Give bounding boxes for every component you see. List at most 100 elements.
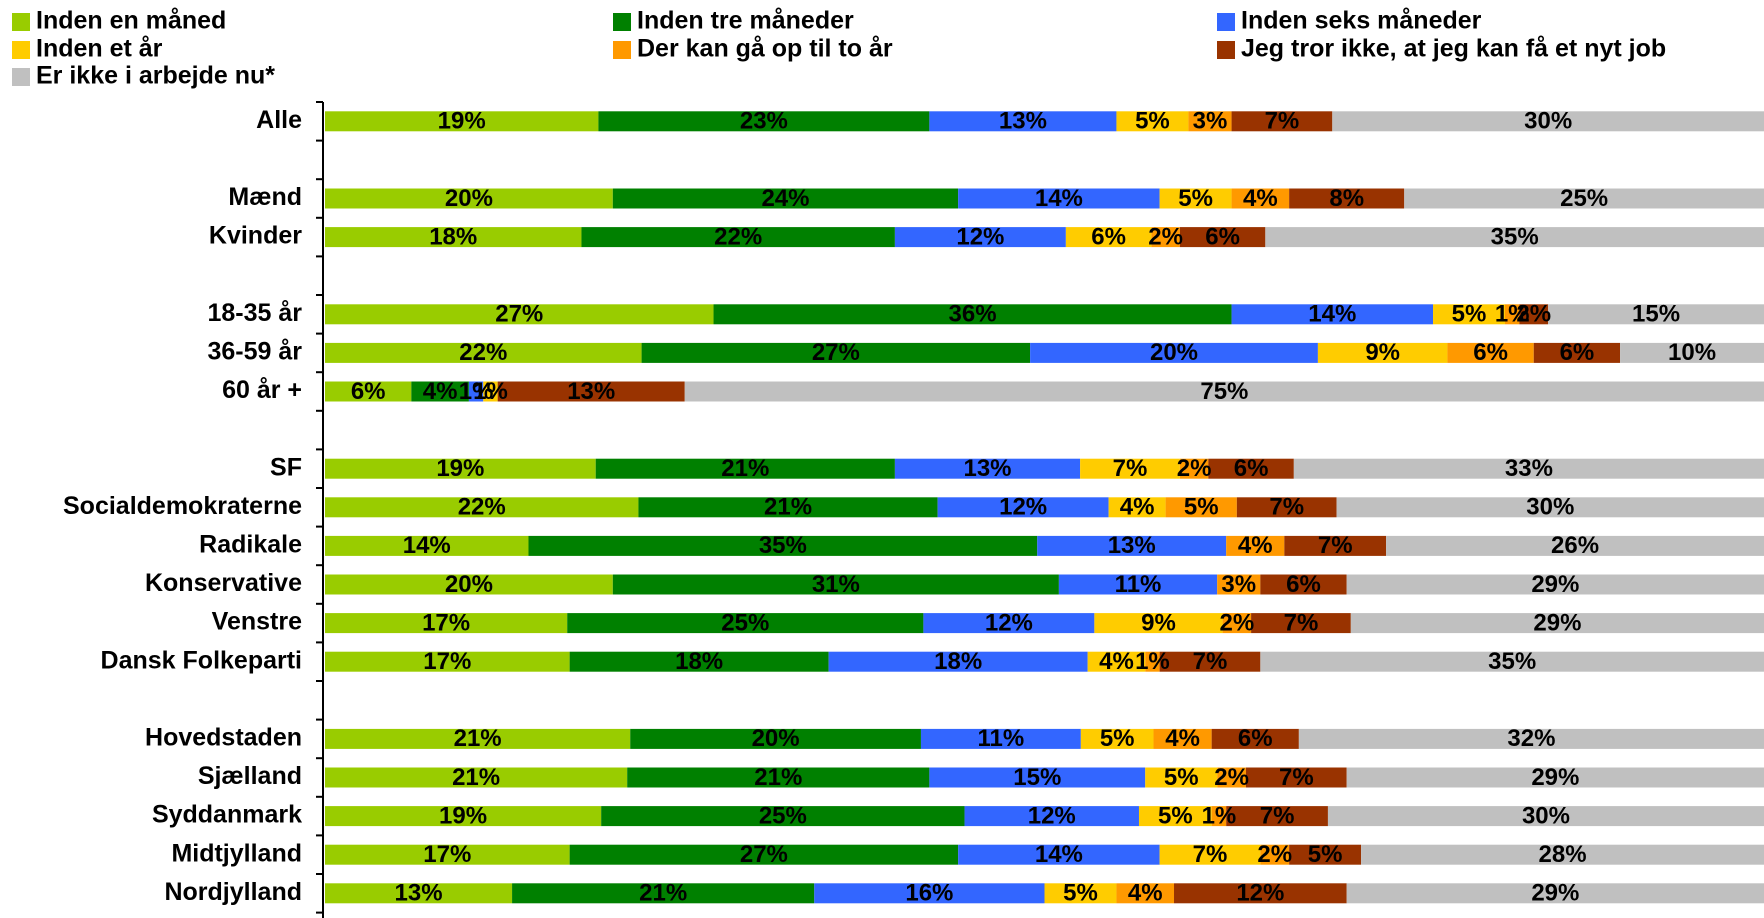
bar-60-a-r-er-ikke-i-arbejde-nu xyxy=(684,381,1764,402)
bar-sj-lland-inden-en-ma-ned xyxy=(325,767,628,788)
data-label: 5% xyxy=(1178,185,1213,212)
category-label-socialdemokraterne: Socialdemokraterne xyxy=(63,492,302,520)
bar-kvinder-der-kan-ga-op-til-to-a-r xyxy=(1151,227,1180,248)
bar-nordjylland-er-ikke-i-arbejde-nu xyxy=(1346,883,1764,904)
bar-hovedstaden-inden-seks-ma-neder xyxy=(920,728,1081,749)
data-label: 14% xyxy=(403,532,451,559)
bar-syddanmark-er-ikke-i-arbejde-nu xyxy=(1327,806,1764,827)
bar-venstre-jeg-tror-ikke-at-jeg-kan-fa-et-nyt-job xyxy=(1251,613,1351,634)
legend-swatch-der-kan-ga-op-til-to-a-r xyxy=(613,41,631,59)
data-label: 21% xyxy=(639,880,687,907)
data-label: 17% xyxy=(423,841,471,868)
bar-socialdemokraterne-inden-tre-ma-neder xyxy=(638,497,938,518)
legend-label-er-ikke-i-arbejde-nu: Er ikke i arbejde nu* xyxy=(36,62,275,90)
data-label: 7% xyxy=(1284,609,1319,636)
category-label-alle: Alle xyxy=(256,106,302,134)
bar-kvinder-inden-en-ma-ned xyxy=(325,227,582,248)
bar-dansk-folkeparti-inden-tre-ma-neder xyxy=(569,651,829,672)
bar-syddanmark-der-kan-ga-op-til-to-a-r xyxy=(1211,806,1227,827)
bar-konservative-inden-en-ma-ned xyxy=(325,574,613,595)
bar-36-59-a-r-inden-et-a-r xyxy=(1317,342,1448,363)
bar-venstre-inden-et-a-r xyxy=(1094,613,1223,634)
data-label: 29% xyxy=(1531,571,1579,598)
data-label: 5% xyxy=(1184,494,1219,521)
bar-60-a-r-inden-et-a-r xyxy=(483,381,498,402)
data-label: 2% xyxy=(1177,455,1212,482)
data-label: 11% xyxy=(978,725,1025,752)
bar-syddanmark-inden-en-ma-ned xyxy=(325,806,602,827)
bar-socialdemokraterne-inden-en-ma-ned xyxy=(325,497,639,518)
bar-radikale-inden-seks-ma-neder xyxy=(1037,535,1227,556)
bar-hovedstaden-inden-en-ma-ned xyxy=(325,728,631,749)
data-label: 14% xyxy=(1308,301,1356,328)
bar-sf-inden-en-ma-ned xyxy=(325,458,596,479)
data-label: 2% xyxy=(1257,841,1292,868)
bar-kvinder-jeg-tror-ikke-at-jeg-kan-fa-et-nyt-job xyxy=(1179,227,1266,248)
data-label: 1% xyxy=(1135,648,1170,675)
data-label: 31% xyxy=(812,571,860,598)
bar-socialdemokraterne-er-ikke-i-arbejde-nu xyxy=(1336,497,1764,518)
bar-radikale-er-ikke-i-arbejde-nu xyxy=(1386,535,1764,556)
category-label-sj-lland: Sjælland xyxy=(198,762,302,790)
bar-36-59-a-r-inden-tre-ma-neder xyxy=(641,342,1031,363)
bar-sf-er-ikke-i-arbejde-nu xyxy=(1293,458,1764,479)
data-label: 9% xyxy=(1141,609,1176,636)
data-label: 7% xyxy=(1193,648,1228,675)
bar-alle-inden-seks-ma-neder xyxy=(929,111,1117,132)
bar-nordjylland-inden-en-ma-ned xyxy=(325,883,513,904)
legend-label-inden-et-a-r: Inden et år xyxy=(36,35,163,63)
bar-kvinder-inden-tre-ma-neder xyxy=(581,227,895,248)
bar-alle-inden-en-ma-ned xyxy=(325,111,599,132)
data-label: 12% xyxy=(1028,802,1076,829)
data-label: 6% xyxy=(1286,571,1321,598)
data-label: 7% xyxy=(1318,532,1353,559)
data-label: 18% xyxy=(429,223,477,250)
category-labels: Alle Mænd Kvinder 18-35 år 36-59 år 60 år + SF… xyxy=(63,106,302,906)
bar-m-nd-inden-et-a-r xyxy=(1159,188,1232,209)
data-label: 6% xyxy=(1560,339,1595,366)
bar-sj-lland-er-ikke-i-arbejde-nu xyxy=(1346,767,1764,788)
bar-alle-der-kan-ga-op-til-to-a-r xyxy=(1188,111,1232,132)
bar-nordjylland-der-kan-ga-op-til-to-a-r xyxy=(1116,883,1175,904)
bar-dansk-folkeparti-der-kan-ga-op-til-to-a-r xyxy=(1145,651,1160,672)
data-label: 21% xyxy=(721,455,769,482)
data-label: 28% xyxy=(1539,841,1587,868)
data-label: 29% xyxy=(1533,609,1581,636)
data-label: 4% xyxy=(1128,880,1163,907)
bar-socialdemokraterne-inden-et-a-r xyxy=(1108,497,1166,518)
data-label: 2% xyxy=(1219,609,1254,636)
data-label: 4% xyxy=(1243,185,1278,212)
bar-m-nd-er-ikke-i-arbejde-nu xyxy=(1404,188,1764,209)
bar-hovedstaden-er-ikke-i-arbejde-nu xyxy=(1298,728,1764,749)
bar-sf-inden-tre-ma-neder xyxy=(595,458,895,479)
data-label: 6% xyxy=(351,378,386,405)
bar-kvinder-inden-seks-ma-neder xyxy=(894,227,1066,248)
legend-swatch-inden-seks-ma-neder xyxy=(1217,13,1235,31)
data-label: 5% xyxy=(1308,841,1343,868)
bar-sj-lland-der-kan-ga-op-til-to-a-r xyxy=(1217,767,1246,788)
data-label: 13% xyxy=(567,378,615,405)
data-label: 13% xyxy=(963,455,1011,482)
bar-18-35-a-r-inden-en-ma-ned xyxy=(325,304,714,325)
bar-nordjylland-inden-seks-ma-neder xyxy=(814,883,1045,904)
data-label: 11% xyxy=(1115,571,1162,598)
data-label: 3% xyxy=(1193,108,1228,135)
category-label-18-35-a-r: 18-35 år xyxy=(207,299,302,327)
data-label: 20% xyxy=(445,185,493,212)
data-label: 9% xyxy=(1365,339,1400,366)
data-label: 35% xyxy=(1491,223,1539,250)
bar-konservative-inden-tre-ma-neder xyxy=(612,574,1059,595)
bar-socialdemokraterne-jeg-tror-ikke-at-jeg-kan-fa-et-nyt-job xyxy=(1236,497,1337,518)
legend-swatch-inden-en-ma-ned xyxy=(12,13,30,31)
data-label: 13% xyxy=(999,108,1047,135)
data-label: 27% xyxy=(812,339,860,366)
data-label: 20% xyxy=(1150,339,1198,366)
bar-kvinder-er-ikke-i-arbejde-nu xyxy=(1265,227,1764,248)
category-label-hovedstaden: Hovedstaden xyxy=(145,724,302,752)
bar-sj-lland-inden-tre-ma-neder xyxy=(627,767,930,788)
legend: Inden en måned Inden tre måneder Inden sek… xyxy=(12,7,1666,90)
bar-36-59-a-r-er-ikke-i-arbejde-nu xyxy=(1620,342,1764,363)
bar-dansk-folkeparti-jeg-tror-ikke-at-jeg-kan-fa-et-nyt-job xyxy=(1159,651,1261,672)
bar-hovedstaden-der-kan-ga-op-til-to-a-r xyxy=(1153,728,1212,749)
